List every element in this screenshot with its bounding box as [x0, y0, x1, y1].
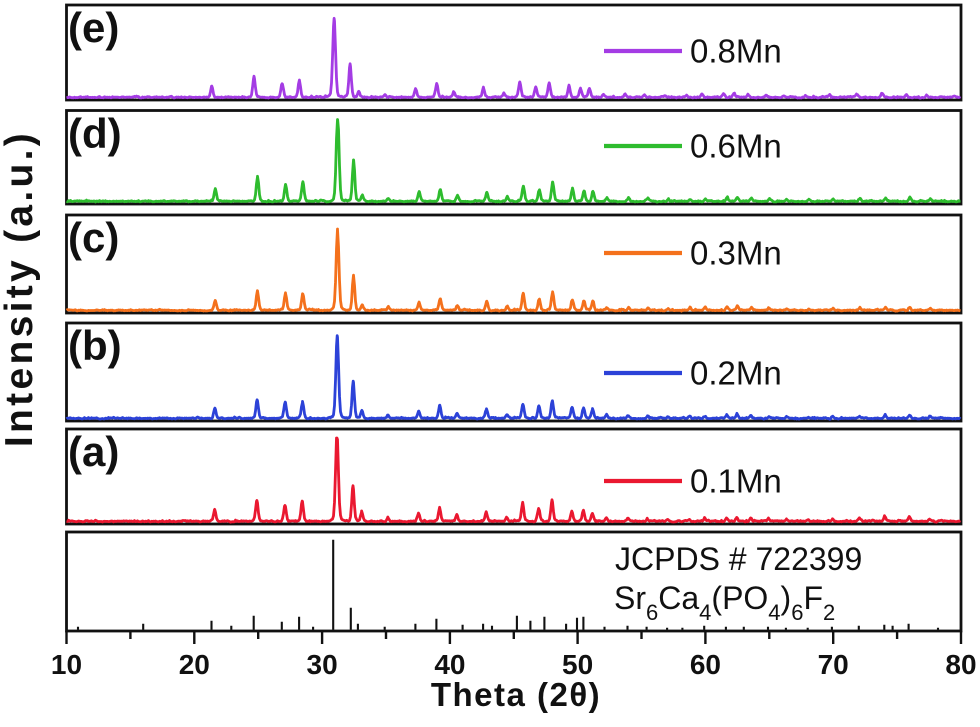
svg-text:Theta (2θ): Theta (2θ): [431, 676, 601, 713]
svg-text:40: 40: [434, 649, 465, 680]
svg-text:(c): (c): [68, 214, 119, 261]
svg-text:(d): (d): [68, 110, 122, 157]
svg-text:0.3Mn: 0.3Mn: [690, 235, 782, 272]
svg-text:(e): (e): [68, 4, 119, 51]
svg-text:10: 10: [51, 649, 82, 680]
svg-text:60: 60: [690, 649, 721, 680]
svg-text:70: 70: [818, 649, 849, 680]
svg-text:(a): (a): [68, 428, 119, 475]
svg-text:50: 50: [562, 649, 593, 680]
svg-text:0.8Mn: 0.8Mn: [690, 33, 782, 70]
svg-text:JCPDS # 722399: JCPDS # 722399: [615, 541, 862, 577]
svg-text:30: 30: [307, 649, 338, 680]
svg-text:(b): (b): [68, 322, 122, 369]
svg-text:20: 20: [179, 649, 210, 680]
svg-text:0.6Mn: 0.6Mn: [690, 128, 782, 165]
svg-text:Intensity (a.u.): Intensity (a.u.): [0, 130, 41, 447]
svg-text:80: 80: [945, 649, 976, 680]
svg-text:0.1Mn: 0.1Mn: [690, 463, 782, 500]
svg-text:0.2Mn: 0.2Mn: [690, 355, 782, 392]
